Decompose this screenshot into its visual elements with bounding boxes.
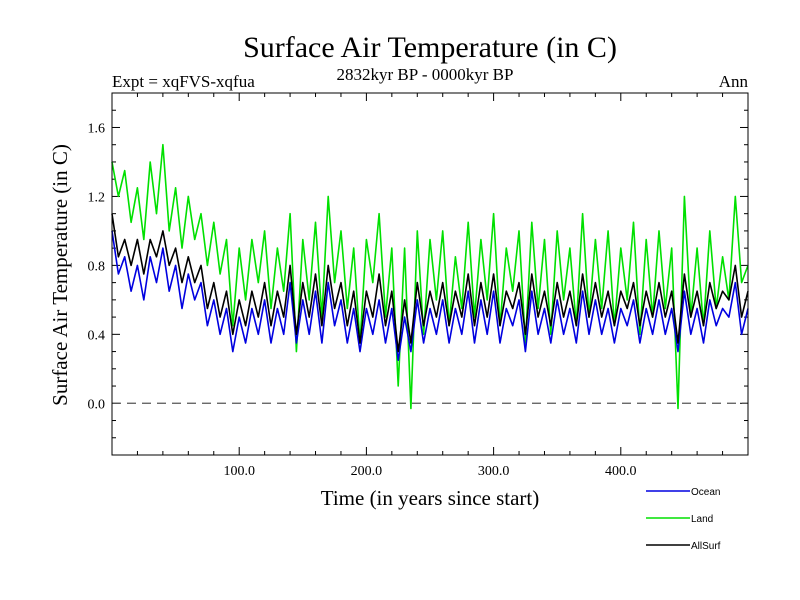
series-layer [111, 143, 749, 410]
y-tick-label: 1.2 [88, 190, 106, 205]
y-tick-label: 0.0 [88, 397, 106, 412]
y-axis-label: Surface Air Temperature (in C) [48, 144, 72, 406]
x-tick-label: 300.0 [478, 464, 510, 479]
x-axis: 100.0 200.0 300.0 400.0 [136, 93, 724, 479]
y-tick-label: 0.4 [88, 328, 106, 343]
series-line-land [111, 143, 749, 410]
x-tick-label: 400.0 [605, 464, 637, 479]
x-tick-label: 100.0 [223, 464, 255, 479]
x-tick-label: 200.0 [351, 464, 383, 479]
chart-subtitle: 2832kyr BP - 0000kyr BP [337, 65, 514, 84]
y-tick-label: 1.6 [88, 121, 106, 136]
legend-label-ocean: Ocean [691, 487, 720, 498]
series-line-allsurf [111, 213, 749, 353]
chart-title: Surface Air Temperature (in C) [243, 31, 617, 64]
season-label: Ann [719, 72, 749, 91]
series-line-ocean [111, 230, 749, 362]
y-tick-label: 0.8 [88, 259, 106, 274]
experiment-label: Expt = xqFVS-xqfua [112, 72, 255, 91]
x-axis-label: Time (in years since start) [321, 486, 540, 510]
plot-frame [111, 92, 749, 456]
legend-label-allsurf: AllSurf [691, 541, 721, 552]
legend: Ocean Land AllSurf [646, 487, 721, 552]
legend-label-land: Land [691, 514, 713, 525]
